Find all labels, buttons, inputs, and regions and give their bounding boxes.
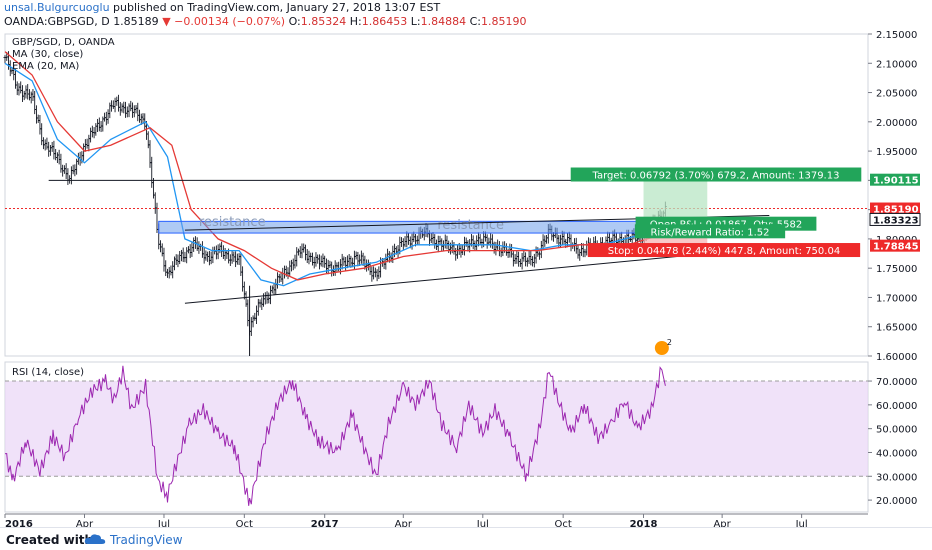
publish-line: unsal.Bulgurcuoglu published on TradingV… xyxy=(4,1,440,14)
rsi-line xyxy=(4,365,666,506)
x-tick-label: Apr xyxy=(713,519,731,527)
price-level-label: 1.85190 xyxy=(873,205,919,216)
price-y-tick-label: 1.70000 xyxy=(876,293,917,304)
low-label: L: xyxy=(410,15,421,28)
price-level-box xyxy=(870,202,920,215)
price-level-box xyxy=(869,212,921,226)
high-label: H: xyxy=(349,15,362,28)
chart-canvas[interactable]: 2.150002.100002.050002.000001.950001.900… xyxy=(0,30,932,527)
close-value: 1.85190 xyxy=(480,15,527,28)
stop-label-box xyxy=(587,243,861,258)
price-level-box xyxy=(870,239,920,252)
trendline xyxy=(184,250,739,304)
target-label: Target: 0.06792 (3.70%) 679.2, Amount: 1… xyxy=(570,167,862,182)
price-y-tick-label: 2.15000 xyxy=(876,30,917,41)
stop-label-text: Stop: 0.04478 (2.44%) 447.8, Amount: 750… xyxy=(608,246,840,257)
open-value: 1.85324 xyxy=(300,15,347,28)
high-value: 1.86453 xyxy=(361,15,408,28)
footer: Created with TradingView xyxy=(0,527,932,550)
price-pane-frame xyxy=(4,33,869,357)
event-count: 2 xyxy=(667,338,672,347)
price-y-tick-label: 1.75000 xyxy=(876,264,917,275)
x-tick-label: Jul xyxy=(795,519,808,527)
x-tick-label: 2017 xyxy=(311,519,339,527)
rsi-y-tick-label: 60.0000 xyxy=(876,401,917,412)
stop-label: Stop: 0.04478 (2.44%) 447.8, Amount: 750… xyxy=(587,243,861,258)
resistance-label: resistance xyxy=(437,218,504,233)
resistance-label: resistance xyxy=(199,215,266,230)
price-y-tick-label: 1.65000 xyxy=(876,323,917,334)
price-y-tick-label: 2.00000 xyxy=(876,118,917,129)
x-tick-label: Apr xyxy=(76,519,94,527)
x-tick-label: Apr xyxy=(395,519,413,527)
rsi-y-tick-label: 30.0000 xyxy=(876,472,917,483)
tradingview-brand[interactable]: TradingView xyxy=(110,533,183,547)
target-label-box xyxy=(570,167,862,182)
close-label: C: xyxy=(469,15,481,28)
x-tick-label: 2018 xyxy=(630,519,658,527)
low-value: 1.84884 xyxy=(420,15,467,28)
price-level-label: 1.90115 xyxy=(873,176,919,187)
author-link[interactable]: unsal.Bulgurcuoglu xyxy=(4,1,110,14)
chart-header: unsal.Bulgurcuoglu published on TradingV… xyxy=(0,0,932,30)
open-label: O: xyxy=(288,15,301,28)
ma30-line xyxy=(4,62,666,287)
symbol-line: OANDA:GBPSGD, D 1.85189 ▼ −0.00134 (−0.0… xyxy=(4,15,526,28)
x-tick-label: Oct xyxy=(555,519,572,527)
price-change: ▼ −0.00134 (−0.07%) xyxy=(162,15,286,28)
price-y-tick-label: 2.10000 xyxy=(876,59,917,70)
rsi-y-tick-label: 20.0000 xyxy=(876,496,917,507)
rsi-band xyxy=(5,381,868,477)
rsi-title: RSI (14, close) xyxy=(12,367,84,378)
price-y-tick-label: 2.05000 xyxy=(876,89,917,100)
tradingview-cloud-icon xyxy=(84,534,106,544)
chart-title: GBP/SGD, D, OANDA xyxy=(12,37,115,48)
legend-ema20: EMA (20, MA) xyxy=(12,61,79,72)
price-y-tick-label: 1.60000 xyxy=(876,352,917,363)
price-level-label: 1.78845 xyxy=(873,242,919,253)
x-tick-label: Oct xyxy=(236,519,253,527)
ema20-line xyxy=(4,51,666,281)
target-label-text: Target: 0.06792 (3.70%) 679.2, Amount: 1… xyxy=(592,171,840,182)
risk-reward-label-box xyxy=(634,224,786,239)
price-level-box xyxy=(870,173,920,186)
x-tick-label: Jul xyxy=(476,519,489,527)
price-level-label: 1.83323 xyxy=(873,215,919,226)
risk-reward-label-text: Risk/Reward Ratio: 1.52 xyxy=(650,227,769,238)
rsi-y-tick-label: 70.0000 xyxy=(876,377,917,388)
rsi-y-tick-label: 40.0000 xyxy=(876,448,917,459)
event-flag-icon xyxy=(654,341,669,355)
x-tick-label: Jul xyxy=(157,519,170,527)
price-y-tick-label: 1.95000 xyxy=(876,147,917,158)
risk-reward-label: Risk/Reward Ratio: 1.52 xyxy=(634,224,786,239)
last-price: 1.85189 xyxy=(113,15,159,28)
rsi-y-tick-label: 50.0000 xyxy=(876,425,917,436)
position-profit-zone xyxy=(643,179,708,220)
created-with-text: Created with xyxy=(6,533,94,547)
symbol: OANDA:GBPSGD, D xyxy=(4,15,110,28)
legend-ma30: MA (30, close) xyxy=(12,49,83,60)
x-tick-label: 2016 xyxy=(5,519,33,527)
price-bars xyxy=(3,51,667,336)
published-text: published on TradingView.com, January 27… xyxy=(113,1,441,14)
